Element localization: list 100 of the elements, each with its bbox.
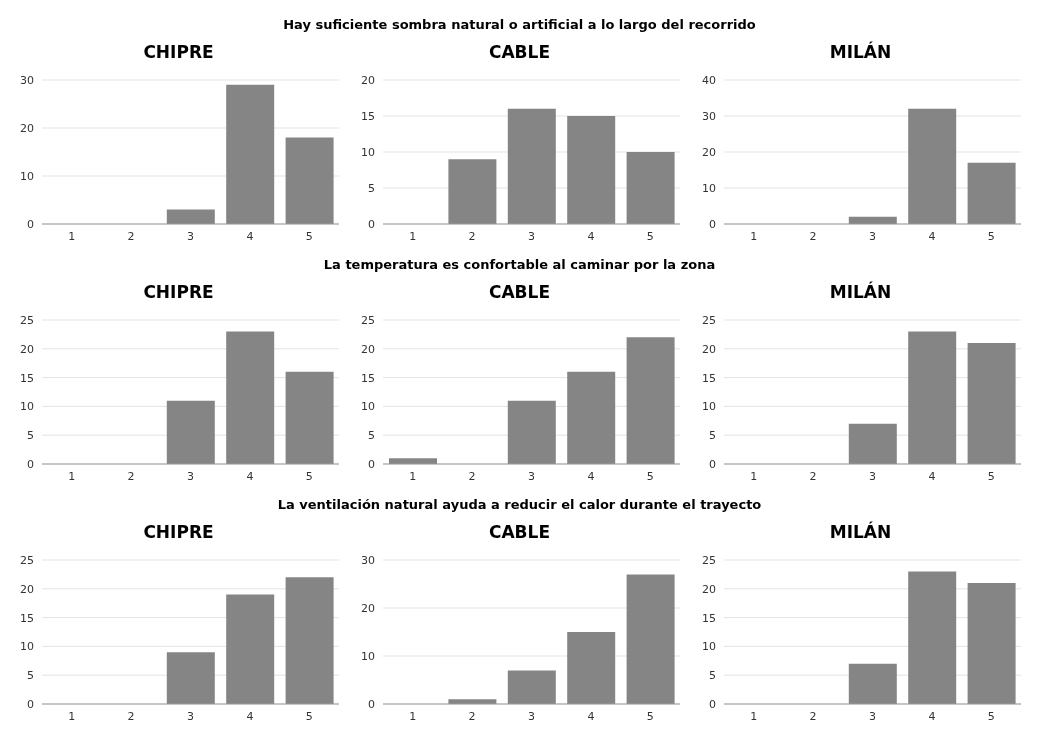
x-tick-label: 5 (987, 709, 995, 723)
bar (285, 371, 334, 464)
y-tick-label: 20 (20, 582, 34, 596)
x-tick-label: 2 (127, 469, 135, 483)
y-tick-label: 10 (702, 181, 716, 195)
y-tick-label: 0 (27, 697, 34, 711)
x-tick-label: 2 (468, 709, 476, 723)
x-tick-label: 2 (809, 229, 817, 243)
x-tick-label: 4 (587, 469, 595, 483)
y-tick-label: 40 (702, 73, 716, 87)
x-tick-label: 4 (928, 709, 936, 723)
text: La ventilación natural ayuda a reducir el calor durante el trayecto (276, 496, 763, 514)
x-tick-label: 2 (809, 469, 817, 483)
y-tick-label: 30 (361, 553, 375, 567)
x-tick-label: 3 (187, 469, 194, 483)
y-tick-label: 10 (20, 640, 34, 654)
x-tick-label: 3 (869, 469, 876, 483)
x-tick-label: 5 (305, 709, 313, 723)
y-tick-label: 15 (361, 371, 375, 385)
bar (285, 577, 334, 704)
x-tick-label: 3 (528, 469, 535, 483)
x-tick-label: 3 (869, 709, 876, 723)
x-tick-label: 5 (987, 229, 995, 243)
bar (967, 162, 1016, 224)
bar (226, 594, 275, 704)
y-tick-label: 10 (702, 400, 716, 414)
x-tick-label: 1 (68, 229, 76, 243)
x-tick-label: 4 (246, 229, 254, 243)
chart-title: CABLE (487, 42, 551, 62)
bar (908, 571, 957, 704)
bar (166, 209, 215, 224)
bar (166, 400, 215, 464)
y-tick-label: 25 (702, 313, 716, 327)
chart-title: CHIPRE (142, 522, 215, 542)
x-tick-label: 2 (468, 469, 476, 483)
y-tick-label: 5 (368, 429, 375, 443)
x-tick-label: 4 (587, 229, 595, 243)
y-tick-label: 20 (361, 601, 375, 615)
y-tick-label: 30 (20, 73, 34, 87)
y-tick-label: 5 (709, 429, 716, 443)
x-tick-label: 1 (68, 709, 76, 723)
chart-title: MILÁN (828, 42, 893, 62)
y-tick-label: 5 (27, 429, 34, 443)
x-tick-label: 1 (409, 229, 417, 243)
y-tick-label: 20 (361, 342, 375, 356)
x-tick-label: 3 (187, 709, 194, 723)
x-tick-label: 3 (187, 229, 194, 243)
y-tick-label: 15 (20, 371, 34, 385)
bar (626, 337, 675, 464)
bar (967, 343, 1016, 464)
x-tick-label: 5 (646, 229, 654, 243)
x-tick-label: 1 (409, 469, 417, 483)
y-tick-label: 25 (702, 553, 716, 567)
chart-title: CABLE (487, 522, 551, 542)
y-tick-label: 25 (361, 313, 375, 327)
y-tick-label: 0 (27, 217, 34, 231)
x-tick-label: 5 (646, 709, 654, 723)
bar (226, 331, 275, 464)
text: La temperatura es confortable al caminar por la zona (322, 256, 717, 274)
y-tick-label: 0 (27, 457, 34, 471)
y-tick-label: 15 (361, 109, 375, 123)
x-tick-label: 5 (305, 469, 313, 483)
x-tick-label: 1 (750, 709, 758, 723)
x-tick-label: 1 (750, 229, 758, 243)
bar (567, 116, 616, 224)
y-tick-label: 15 (702, 371, 716, 385)
x-tick-label: 4 (246, 709, 254, 723)
bar (166, 652, 215, 704)
x-tick-label: 4 (246, 469, 254, 483)
y-tick-label: 5 (709, 669, 716, 683)
bar (908, 108, 957, 224)
bar (626, 574, 675, 704)
bar (567, 371, 616, 464)
x-tick-label: 2 (468, 229, 476, 243)
y-tick-label: 10 (361, 400, 375, 414)
x-tick-label: 5 (646, 469, 654, 483)
y-tick-label: 15 (20, 611, 34, 625)
bar (448, 159, 497, 224)
bar (908, 331, 957, 464)
y-tick-label: 0 (368, 697, 375, 711)
x-tick-label: 3 (528, 709, 535, 723)
y-tick-label: 20 (702, 145, 716, 159)
bar (507, 108, 556, 224)
y-tick-label: 10 (361, 145, 375, 159)
y-tick-label: 10 (702, 640, 716, 654)
y-tick-label: 20 (20, 121, 34, 135)
y-tick-label: 0 (709, 697, 716, 711)
x-tick-label: 5 (987, 469, 995, 483)
text: Hay suficiente sombra natural o artificial a lo largo del recorrido (282, 16, 757, 34)
x-tick-label: 2 (127, 229, 135, 243)
y-tick-label: 0 (368, 457, 375, 471)
y-tick-label: 0 (709, 217, 716, 231)
bar (285, 137, 334, 224)
chart-title: MILÁN (828, 282, 893, 302)
y-tick-label: 5 (27, 669, 34, 683)
bar (507, 400, 556, 464)
bar (567, 632, 616, 704)
y-tick-label: 30 (702, 109, 716, 123)
y-tick-label: 10 (20, 169, 34, 183)
y-tick-label: 10 (20, 400, 34, 414)
